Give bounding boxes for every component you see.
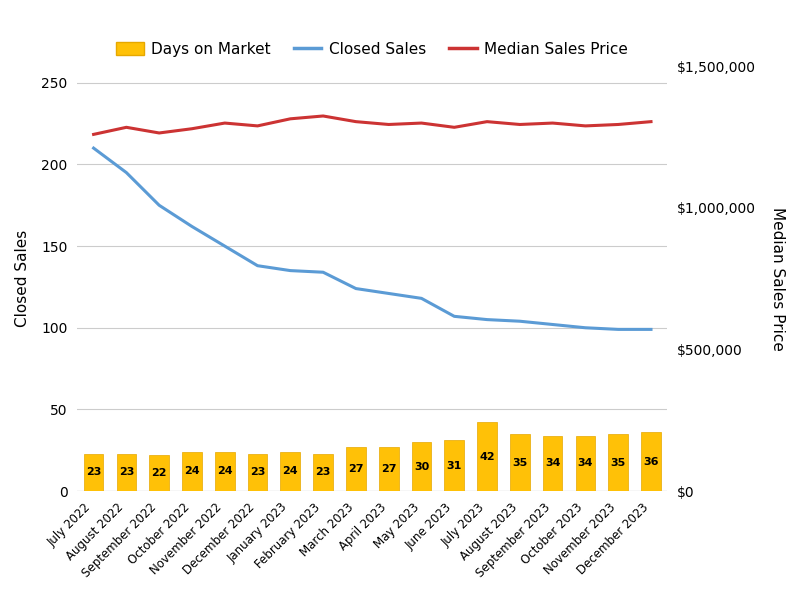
Text: 35: 35	[610, 458, 626, 468]
Text: 22: 22	[151, 468, 167, 478]
Text: 24: 24	[217, 466, 233, 477]
Y-axis label: Closed Sales: Closed Sales	[15, 230, 30, 327]
Bar	[281, 452, 300, 491]
Bar	[510, 434, 530, 491]
Text: 23: 23	[315, 467, 331, 477]
Bar	[84, 453, 103, 491]
Y-axis label: Median Sales Price: Median Sales Price	[770, 207, 785, 350]
Bar	[314, 453, 333, 491]
Text: 31: 31	[446, 461, 462, 471]
Bar	[150, 455, 169, 491]
Bar	[182, 452, 202, 491]
Bar	[445, 440, 464, 491]
Bar	[542, 436, 562, 491]
Bar	[478, 422, 497, 491]
Text: 27: 27	[381, 464, 397, 474]
Bar	[575, 436, 595, 491]
Bar	[117, 453, 136, 491]
Text: 35: 35	[512, 458, 527, 468]
Bar	[412, 442, 431, 491]
Text: 24: 24	[184, 466, 200, 477]
Text: 34: 34	[545, 458, 560, 468]
Bar	[641, 433, 661, 491]
Text: 24: 24	[282, 466, 298, 477]
Text: 30: 30	[414, 462, 429, 472]
Text: 27: 27	[348, 464, 364, 474]
Text: 23: 23	[250, 467, 266, 477]
Bar	[346, 447, 366, 491]
Text: 23: 23	[118, 467, 134, 477]
Bar	[248, 453, 267, 491]
Text: 23: 23	[86, 467, 102, 477]
Legend: Days on Market, Closed Sales, Median Sales Price: Days on Market, Closed Sales, Median Sal…	[110, 36, 634, 63]
Bar	[379, 447, 398, 491]
Text: 34: 34	[578, 458, 593, 468]
Bar	[608, 434, 628, 491]
Text: 42: 42	[479, 452, 495, 462]
Text: 36: 36	[643, 457, 658, 466]
Bar	[215, 452, 234, 491]
